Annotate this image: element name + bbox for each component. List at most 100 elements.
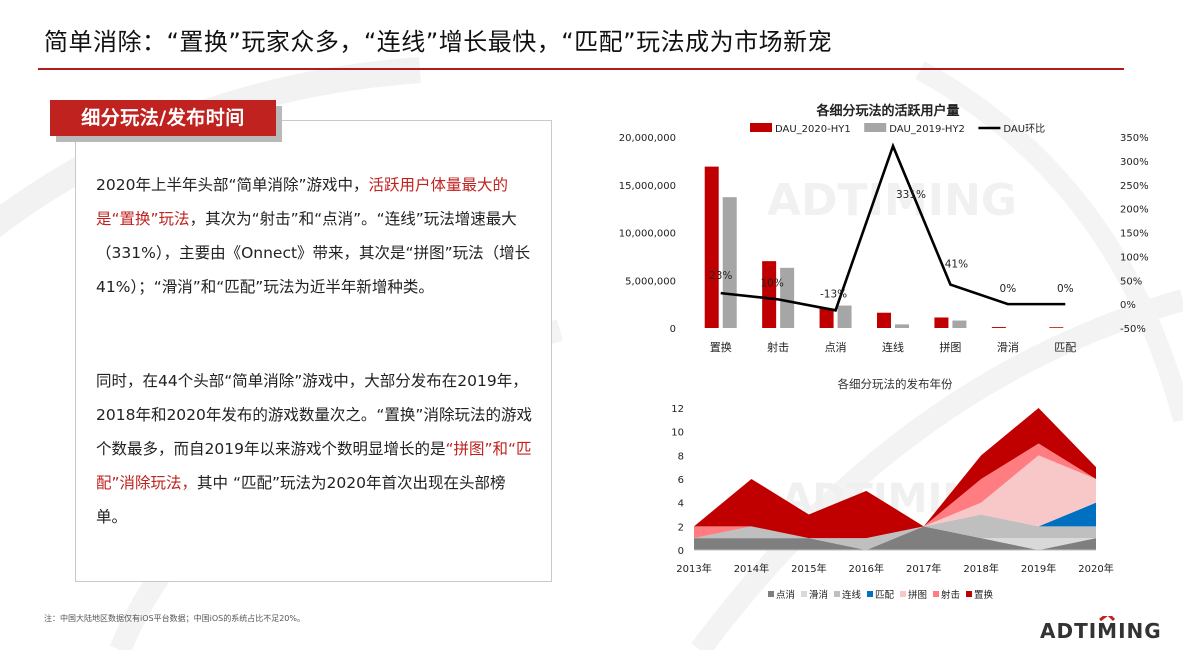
x-tick-label: 点消 <box>825 340 847 354</box>
legend-swatch <box>966 591 972 597</box>
legend-swatch <box>750 123 772 132</box>
x-tick-label: 射击 <box>767 340 789 354</box>
bar <box>819 308 834 328</box>
data-label: 10% <box>760 277 783 289</box>
data-label: 23% <box>709 270 732 282</box>
legend-label: 射击 <box>941 589 960 601</box>
x-tick-label: 2019年 <box>1021 562 1056 575</box>
x-tick-label: 2015年 <box>791 562 826 575</box>
area-band <box>694 455 1096 539</box>
y2-tick-label: 150% <box>1120 229 1149 240</box>
y-tick-label: 10,000,000 <box>619 229 676 240</box>
legend-swatch <box>900 591 906 597</box>
x-tick-label: 匹配 <box>1054 341 1076 354</box>
y2-tick-label: 50% <box>1120 276 1142 287</box>
title-divider <box>38 68 1124 70</box>
data-label: 41% <box>945 259 968 271</box>
x-tick-label: 2017年 <box>906 562 941 575</box>
y2-tick-label: 250% <box>1120 181 1149 192</box>
legend-swatch <box>933 591 939 597</box>
x-tick-label: 连线 <box>882 340 904 354</box>
bar <box>934 317 949 328</box>
footnote: 注：中国大陆地区数据仅有iOS平台数据；中国iOS的系统占比不足20%。 <box>44 614 305 623</box>
area-band <box>694 514 1096 550</box>
area-band <box>694 408 1096 539</box>
dau-chart: ADTIMING 各细分玩法的活跃用户量 DAU_2020-HY1 DAU_201… <box>619 103 1149 354</box>
x-tick-label: 2020年 <box>1078 562 1113 575</box>
data-label: -13% <box>820 288 847 300</box>
paragraph-release: 同时，在44个头部“简单消除”游戏中，大部分发布在2019年，2018年和202… <box>96 364 536 534</box>
y2-tick-label: 200% <box>1120 205 1149 216</box>
highlight-text: 活跃用户体量最大的是“置换”玩法 <box>96 176 509 228</box>
x-tick-label: 置换 <box>710 340 732 354</box>
area-band <box>694 526 1096 550</box>
text-span: ，其次为“射击”和“点消”。“连线”玩法增速最大（331%），主要由《Onnec… <box>96 210 531 296</box>
legend-swatch <box>768 591 774 597</box>
adtiming-logo: ADTIMING <box>1040 616 1162 643</box>
y-tick-label: 8 <box>678 451 684 462</box>
highlight-text: “拼图”和“匹配”消除玩法， <box>96 440 532 492</box>
dau-growth-line <box>720 142 1066 312</box>
area-band <box>694 443 1096 539</box>
legend-label: DAU_2019-HY2 <box>889 124 965 135</box>
y2-tick-label: 350% <box>1120 133 1149 144</box>
chart-title: 各细分玩法的发布年份 <box>838 377 953 391</box>
y2-tick-label: 300% <box>1120 157 1149 168</box>
y2-tick-label: 0% <box>1120 300 1136 311</box>
logo-text: ADTIMING <box>1040 619 1162 643</box>
legend-label: 点消 <box>776 589 795 601</box>
paragraph-dau: 2020年上半年头部“简单消除”游戏中，活跃用户体量最大的是“置换”玩法，其次为… <box>96 168 536 304</box>
x-tick-label: 2016年 <box>849 562 884 575</box>
bar <box>762 261 777 328</box>
legend-label: 滑消 <box>809 589 828 601</box>
y-tick-label: 0 <box>670 324 676 335</box>
bar <box>877 312 891 328</box>
y-tick-label: 4 <box>678 499 684 510</box>
y-tick-label: 12 <box>671 404 684 415</box>
section-tag: 细分玩法/发布时间 <box>50 100 276 136</box>
x-tick-label: 2014年 <box>734 562 769 575</box>
bar <box>1049 327 1064 328</box>
bar <box>837 305 852 328</box>
bar <box>704 166 719 328</box>
text-span: 2020年上半年头部“简单消除”游戏中， <box>96 176 369 194</box>
bar <box>895 324 909 328</box>
page-title: 简单消除：“置换”玩家众多，“连线”增长最快，“匹配”玩法成为市场新宠 <box>44 28 833 56</box>
y-tick-label: 20,000,000 <box>619 133 676 144</box>
y2-tick-label: -50% <box>1120 324 1146 335</box>
bar <box>780 267 795 328</box>
chart-legend: 点消 滑消 连线 匹配 拼图 射击 置换 <box>768 589 994 601</box>
x-tick-label: 拼图 <box>939 340 961 354</box>
legend-label: DAU_2020-HY1 <box>775 124 851 135</box>
y-tick-label: 5,000,000 <box>625 276 676 287</box>
legend-swatch <box>867 591 873 597</box>
text-panel <box>75 120 552 582</box>
y2-tick-label: 100% <box>1120 252 1149 263</box>
legend-label: 置换 <box>974 589 994 601</box>
chart-legend: DAU_2020-HY1 DAU_2019-HY2 DAU环比 <box>750 123 1045 135</box>
bar <box>722 197 737 328</box>
legend-swatch <box>801 591 807 597</box>
data-label: 331% <box>896 189 926 201</box>
x-tick-label: 2018年 <box>963 562 998 575</box>
y-tick-label: 2 <box>678 522 684 533</box>
text-span: 其中 “匹配”玩法为2020年首次出现在头部榜单。 <box>96 474 506 526</box>
logo-accent-icon <box>1099 616 1116 622</box>
legend-label: 拼图 <box>908 589 927 601</box>
text-span: 同时，在44个头部“简单消除”游戏中，大部分发布在2019年，2018年和202… <box>96 372 532 458</box>
legend-swatch <box>864 123 887 132</box>
legend-label: DAU环比 <box>1003 123 1045 135</box>
data-label: 0% <box>1057 283 1074 295</box>
y-tick-label: 6 <box>678 475 684 486</box>
legend-label: 匹配 <box>875 590 895 601</box>
legend-swatch <box>834 591 840 597</box>
bar <box>952 320 967 328</box>
chart-watermark: ADTIMING <box>767 175 1017 226</box>
y-tick-label: 15,000,000 <box>619 181 676 192</box>
y-tick-label: 0 <box>678 546 684 557</box>
x-tick-label: 2013年 <box>676 562 711 575</box>
x-tick-label: 滑消 <box>997 340 1019 354</box>
bar <box>991 327 1006 328</box>
data-label: 0% <box>1000 283 1017 295</box>
